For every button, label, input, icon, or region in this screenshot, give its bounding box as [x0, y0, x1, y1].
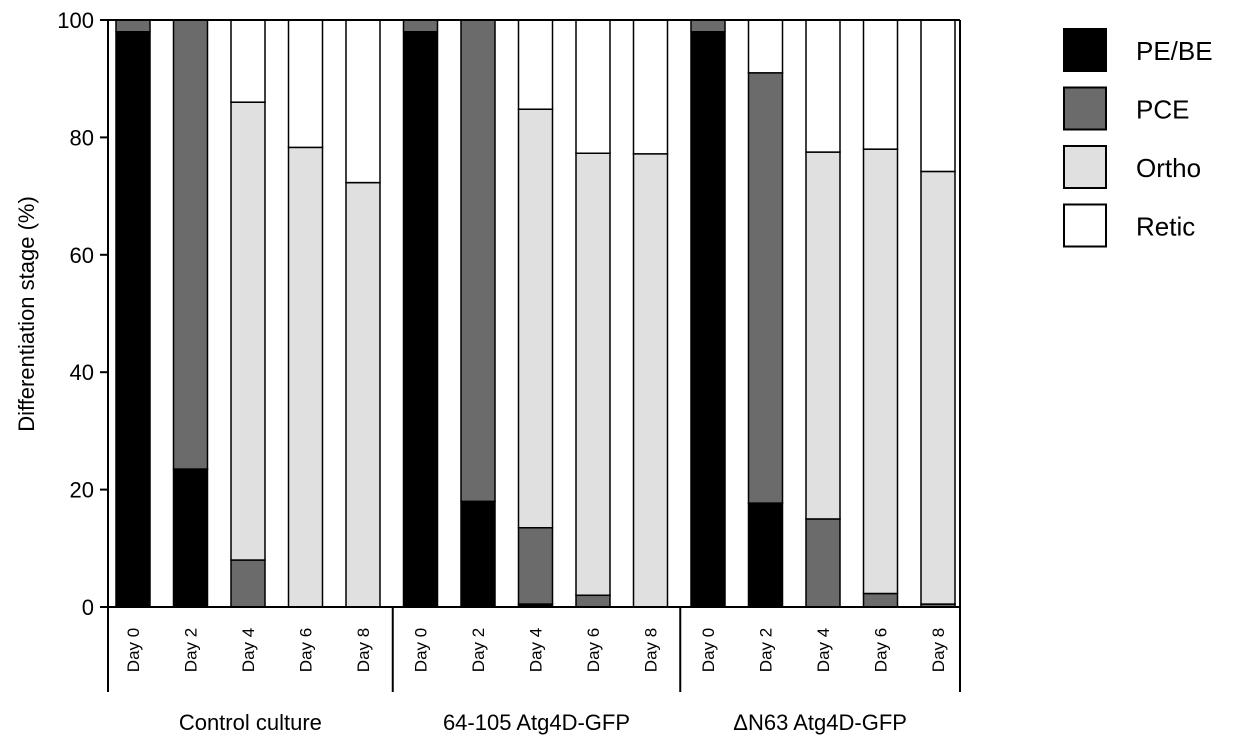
bar-segment-ortho-12	[805, 151, 841, 520]
bar-segment-ortho-8	[575, 152, 611, 597]
bar-segment-pce-13	[862, 592, 899, 608]
bar-segment-ortho-2	[230, 101, 266, 561]
category-label-2: Day 4	[239, 628, 258, 672]
category-label-6: Day 2	[469, 628, 488, 672]
legend: PE/BE PCE Ortho Retic	[1063, 28, 1213, 248]
bar-segment-ortho-13	[862, 148, 899, 595]
legend-swatch-1	[1063, 86, 1107, 131]
bar-segment-retic-7	[517, 19, 554, 110]
bar-segment-retic-8	[575, 19, 611, 154]
bar-segment-pce-8	[575, 594, 611, 608]
bar-segment-ortho-4	[345, 181, 381, 608]
labels-layer: 0 20 40 60 80 100 Day 0 Day 2 Day 4 Day 6 Day 8 Day…	[57, 8, 948, 735]
category-label-0: Day 0	[124, 628, 143, 672]
bar-segment-pe-be-1	[172, 468, 209, 608]
bar-segment-ortho-9	[632, 153, 669, 608]
legend-label-3: Retic	[1136, 212, 1195, 242]
category-label-14: Day 8	[929, 628, 948, 672]
bar-segment-pce-12	[805, 518, 841, 608]
legend-label-1: PCE	[1136, 95, 1189, 125]
group-label-0: Control culture	[179, 710, 322, 735]
y-tick-label-100: 100	[57, 8, 94, 33]
bar-segment-ortho-7	[517, 108, 554, 529]
bar-segment-retic-9	[632, 19, 669, 155]
bar-segment-pce-7	[517, 527, 554, 605]
y-axis-title: Differentiation stage (%)	[14, 196, 39, 432]
bars-layer	[115, 19, 956, 608]
y-tick-label-40: 40	[70, 360, 94, 385]
bar-segment-pe-be-6	[460, 500, 496, 608]
category-label-5: Day 0	[412, 628, 431, 672]
bar-segment-retic-14	[920, 19, 956, 173]
legend-label-0: PE/BE	[1136, 36, 1213, 66]
bar-segment-pce-0	[115, 19, 151, 33]
legend-swatch-3	[1063, 203, 1107, 248]
bar-segment-pce-6	[460, 19, 496, 503]
y-tick-label-0: 0	[82, 595, 94, 620]
category-label-11: Day 2	[757, 628, 776, 672]
legend-swatch-2	[1063, 145, 1107, 189]
bar-segment-retic-2	[230, 19, 266, 103]
category-label-1: Day 2	[182, 628, 201, 672]
bar-segment-pce-2	[230, 559, 266, 608]
axes-layer	[100, 19, 961, 692]
category-label-12: Day 4	[814, 628, 833, 672]
group-label-2: ΔN63 Atg4D-GFP	[733, 710, 907, 735]
y-tick-label-60: 60	[70, 243, 94, 268]
bar-segment-pce-1	[172, 19, 209, 470]
bar-segment-pce-11	[747, 72, 784, 504]
legend-swatch-0	[1063, 28, 1107, 72]
y-tick-label-20: 20	[70, 478, 94, 503]
bar-segment-retic-4	[345, 19, 381, 184]
category-label-3: Day 6	[297, 628, 316, 672]
category-label-9: Day 8	[642, 628, 661, 672]
category-label-8: Day 6	[584, 628, 603, 672]
bar-segment-pce-10	[690, 19, 726, 33]
bar-segment-pce-5	[402, 19, 439, 33]
legend-label-2: Ortho	[1136, 153, 1201, 183]
bar-segment-retic-13	[862, 19, 899, 150]
bar-segment-ortho-3	[287, 146, 324, 608]
bar-segment-pe-be-11	[747, 502, 784, 608]
bar-segment-pe-be-0	[115, 30, 151, 608]
y-tick-label-80: 80	[70, 125, 94, 150]
bar-segment-retic-11	[747, 19, 784, 74]
bar-segment-pe-be-5	[402, 30, 439, 608]
category-label-10: Day 0	[699, 628, 718, 672]
bar-segment-pe-be-10	[690, 30, 726, 608]
category-label-13: Day 6	[872, 628, 891, 672]
group-label-1: 64-105 Atg4D-GFP	[443, 710, 630, 735]
bar-segment-ortho-14	[920, 170, 956, 605]
bar-segment-retic-12	[805, 19, 841, 153]
category-label-4: Day 8	[354, 628, 373, 672]
category-label-7: Day 4	[527, 628, 546, 672]
bar-segment-retic-3	[287, 19, 324, 149]
